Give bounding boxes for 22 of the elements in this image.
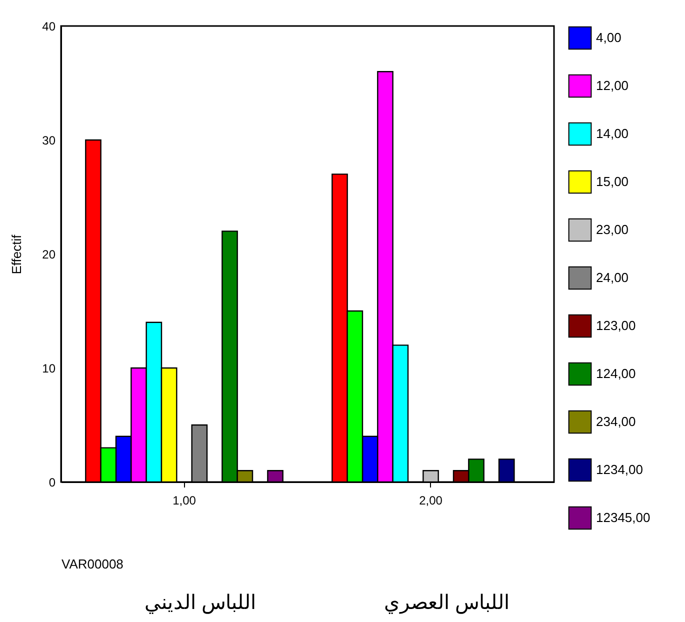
- legend-label: 123,00: [596, 318, 636, 333]
- y-tick-label: 40: [42, 20, 56, 34]
- y-tick-label: 20: [42, 248, 56, 262]
- y-tick-label: 10: [42, 362, 56, 376]
- legend-label: 234,00: [596, 414, 636, 429]
- x-tick-label: 2,00: [419, 494, 443, 508]
- y-axis-title: Effectif: [9, 234, 24, 274]
- legend-label: 124,00: [596, 366, 636, 381]
- x-axis-title: VAR00008: [62, 556, 124, 572]
- y-tick-label: 30: [42, 134, 56, 148]
- legend-label: 14,00: [596, 126, 629, 141]
- x-tick-label: 1,00: [172, 494, 196, 508]
- legend-label: 4,00: [596, 30, 622, 45]
- legend-label: 23,00: [596, 222, 629, 237]
- legend-label: 24,00: [596, 270, 629, 285]
- text: اللباس العصري: [384, 591, 510, 615]
- legend-label: 12345,00: [596, 510, 650, 525]
- legend-label: 12,00: [596, 78, 629, 93]
- text: اللباس الديني: [144, 591, 256, 615]
- legend-label: 15,00: [596, 174, 629, 189]
- legend-label: 1234,00: [596, 462, 643, 477]
- y-tick-label: 0: [48, 476, 56, 490]
